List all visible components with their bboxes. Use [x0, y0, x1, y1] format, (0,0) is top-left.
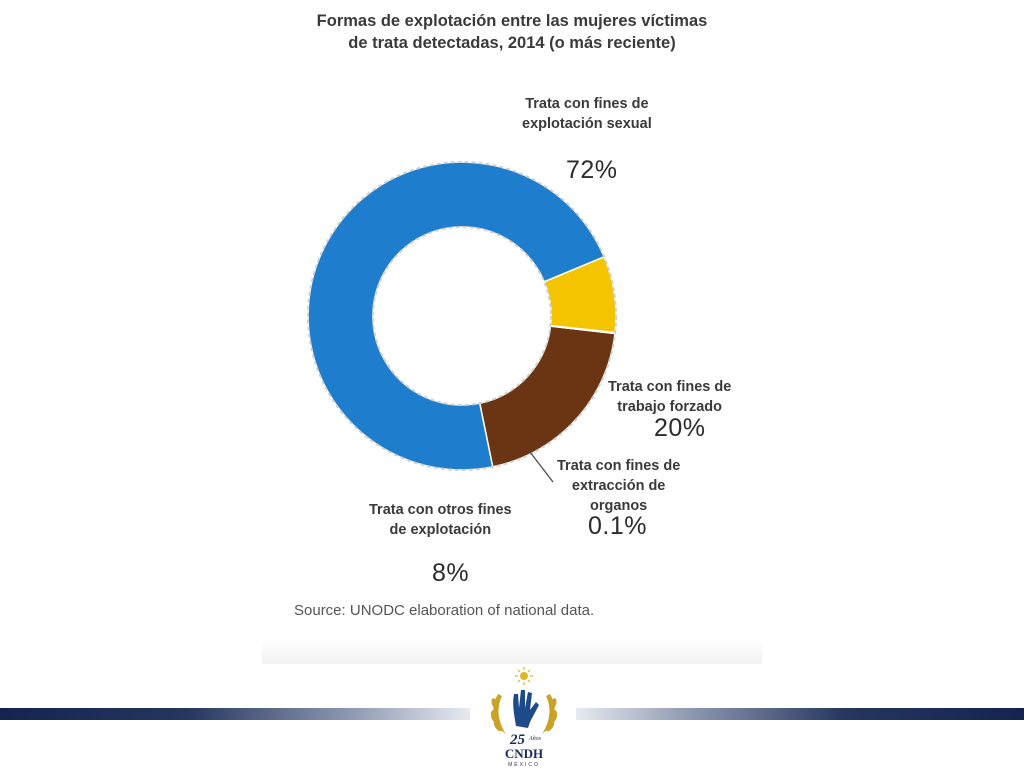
logo-country: MÉXICO: [508, 761, 540, 768]
leader-line-extraccion: [529, 451, 554, 483]
logo-years: 25: [509, 732, 526, 748]
chart-title-line-1: Formas de explotación entre las mujeres …: [316, 12, 708, 30]
laurel-icon: [490, 694, 558, 734]
chart-title-line-2: de trata detectadas, 2014 (o más recient…: [348, 34, 676, 52]
label-otros-fines: Trata con otros fines de explotación: [369, 500, 512, 540]
cndh-logo: 25 Años CNDH MÉXICO: [490, 667, 558, 768]
label-line: Trata con otros fines: [369, 502, 512, 518]
value-otros-fines: 8%: [432, 559, 470, 587]
value-extraccion-organos: 0.1%: [588, 512, 647, 540]
panel-shadow: [262, 640, 762, 664]
label-explotacion-sexual: Trata con fines de explotación sexual: [522, 94, 652, 134]
value-explotacion-sexual: 72%: [566, 156, 618, 184]
footer-stripe-right: [576, 708, 1024, 720]
label-line: trabajo forzado: [617, 399, 723, 415]
donut-outer-outline: [307, 161, 617, 471]
label-extraccion-organos: Trata con fines de extracción de organos: [557, 456, 680, 516]
chart-source-note: Source: UNODC elaboration of national da…: [294, 602, 595, 619]
label-line: Trata con fines de: [608, 379, 732, 395]
label-line: de explotación: [389, 522, 492, 538]
label-line: Trata con fines de: [525, 96, 649, 112]
logo-years-word: Años: [528, 736, 542, 742]
value-trabajo-forzado: 20%: [654, 414, 706, 442]
logo-name: CNDH: [505, 746, 543, 761]
chart-title: Formas de explotación entre las mujeres …: [262, 10, 762, 54]
raised-hand-icon: [513, 690, 539, 728]
label-line: Trata con fines de: [557, 458, 681, 474]
sun-icon: [515, 667, 533, 685]
label-line: organos: [590, 498, 648, 514]
donut-inner-outline: [372, 226, 552, 406]
label-line: extracción de: [571, 478, 666, 494]
label-trabajo-forzado: Trata con fines de trabajo forzado: [608, 377, 731, 417]
label-line: explotación sexual: [522, 116, 652, 132]
footer-stripe-left: [0, 708, 470, 720]
